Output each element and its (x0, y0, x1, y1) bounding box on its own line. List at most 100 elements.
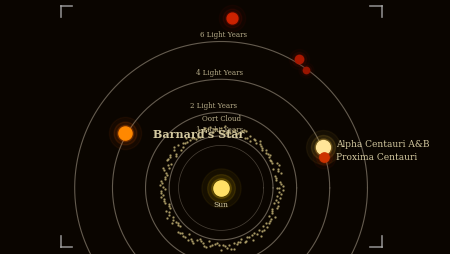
Point (263, 148, 270, 152)
Point (162, 187, 169, 191)
Point (263, 221, 270, 226)
Point (264, 225, 271, 229)
Point (249, 233, 256, 237)
Point (242, 130, 249, 134)
Point (229, 17, 236, 21)
Text: 4 Light Years: 4 Light Years (196, 68, 243, 76)
Point (179, 142, 186, 146)
Point (121, 132, 128, 136)
Point (168, 221, 175, 225)
Point (266, 221, 273, 225)
Point (259, 229, 266, 233)
Text: Alpha Centauri A&B: Alpha Centauri A&B (336, 139, 430, 148)
Point (174, 230, 181, 234)
Point (264, 152, 271, 156)
Point (158, 179, 165, 183)
Point (173, 152, 180, 156)
Point (228, 247, 235, 251)
Point (215, 129, 222, 133)
Point (247, 135, 254, 139)
Point (166, 153, 174, 157)
Point (161, 177, 168, 181)
Point (165, 204, 172, 208)
Point (157, 192, 164, 196)
Point (175, 224, 182, 228)
Point (199, 241, 206, 245)
Text: 6 Light Years: 6 Light Years (200, 31, 247, 39)
Point (238, 129, 245, 133)
Point (209, 243, 216, 247)
Text: 1 Light Years: 1 Light Years (196, 126, 243, 134)
Point (188, 236, 195, 241)
Point (158, 189, 165, 193)
Point (246, 235, 253, 240)
Point (204, 127, 212, 131)
Point (166, 210, 173, 214)
Point (279, 188, 287, 192)
Point (173, 155, 180, 159)
Point (250, 238, 257, 242)
Point (227, 131, 234, 135)
Point (164, 216, 171, 220)
Point (223, 246, 230, 250)
Point (198, 239, 205, 243)
Point (320, 155, 328, 159)
Point (194, 238, 201, 242)
Point (182, 142, 189, 146)
Point (185, 232, 193, 236)
Point (229, 17, 236, 21)
Point (206, 125, 213, 129)
Point (225, 243, 232, 247)
Point (243, 239, 250, 243)
Point (162, 201, 169, 205)
Point (237, 240, 244, 244)
Point (256, 143, 263, 147)
Point (269, 211, 276, 215)
Point (295, 57, 302, 61)
Point (279, 184, 287, 188)
Point (278, 182, 285, 186)
Point (217, 186, 225, 190)
Point (160, 197, 167, 201)
Point (320, 155, 328, 159)
Point (302, 69, 310, 73)
Point (160, 199, 167, 203)
Point (177, 148, 184, 152)
Point (188, 137, 195, 141)
Point (257, 145, 265, 149)
Point (270, 201, 278, 205)
Point (250, 137, 257, 141)
Point (184, 238, 191, 242)
Point (261, 228, 268, 232)
Point (177, 224, 184, 228)
Point (252, 139, 259, 143)
Point (159, 185, 166, 189)
Point (274, 167, 282, 171)
Point (211, 242, 218, 246)
Point (223, 132, 230, 136)
Point (276, 197, 284, 201)
Point (277, 192, 284, 196)
Point (259, 149, 266, 153)
Point (166, 206, 173, 210)
Point (183, 140, 190, 144)
Point (275, 190, 282, 194)
Point (235, 240, 242, 244)
Point (121, 132, 128, 136)
Point (183, 136, 190, 140)
Point (213, 241, 220, 245)
Point (295, 57, 302, 61)
Point (302, 69, 310, 73)
Text: Proxima Centauri: Proxima Centauri (336, 153, 418, 162)
Point (235, 132, 242, 136)
Point (165, 202, 172, 206)
Point (162, 171, 169, 175)
Point (241, 136, 248, 140)
Point (158, 196, 165, 200)
Point (167, 163, 175, 167)
Point (219, 130, 226, 134)
Point (159, 193, 166, 197)
Point (215, 243, 222, 247)
Point (243, 235, 250, 239)
Point (320, 155, 328, 159)
